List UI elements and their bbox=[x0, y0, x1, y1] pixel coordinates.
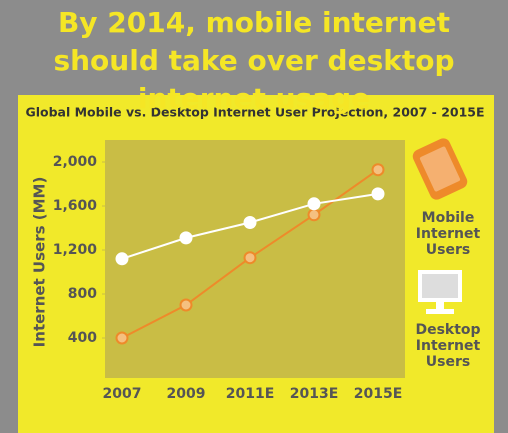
data-point bbox=[243, 251, 257, 265]
x-tick-label: 2015E bbox=[354, 386, 403, 402]
y-tick-label: 1,200 bbox=[53, 242, 98, 258]
x-tick-label: 2009 bbox=[167, 386, 206, 402]
y-tick-label: 800 bbox=[68, 286, 97, 302]
legend-entry: Desktop Internet Users bbox=[415, 322, 481, 370]
data-point bbox=[307, 208, 321, 222]
y-axis-label: Internet Users (MM) bbox=[31, 177, 49, 348]
x-tick-label: 2013E bbox=[290, 386, 339, 402]
data-point bbox=[371, 163, 385, 177]
legend-entry: Mobile Internet Users bbox=[415, 210, 481, 258]
y-tick-label: 1,600 bbox=[53, 198, 98, 214]
data-point bbox=[307, 197, 321, 211]
data-point bbox=[115, 252, 129, 266]
y-tick-label: 400 bbox=[68, 330, 97, 346]
monitor-icon bbox=[418, 270, 462, 314]
data-point bbox=[243, 216, 257, 229]
data-point bbox=[371, 187, 385, 201]
data-point bbox=[115, 331, 129, 345]
headline: By 2014, mobile internet should take ove… bbox=[53, 6, 455, 115]
x-tick-label: 2011E bbox=[226, 386, 275, 402]
data-point bbox=[179, 231, 193, 245]
y-tick-label: 2,000 bbox=[53, 154, 98, 170]
x-tick-label: 2007 bbox=[103, 386, 142, 402]
data-point bbox=[179, 298, 193, 312]
chart-title: Global Mobile vs. Desktop Internet User … bbox=[25, 105, 484, 120]
phone-icon bbox=[412, 138, 468, 200]
